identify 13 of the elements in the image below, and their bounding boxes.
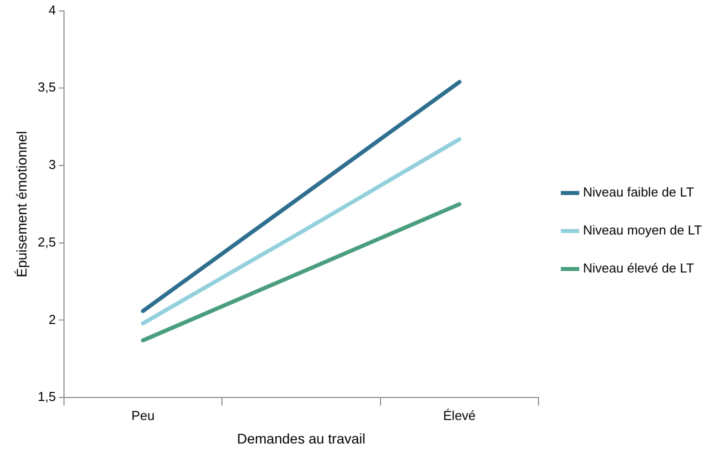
y-tick-label: 2 [48,312,56,327]
y-tick-label: 3,5 [38,80,56,95]
legend-label: Niveau moyen de LT [583,222,702,238]
y-tick-label: 2,5 [38,234,56,250]
y-axis-title: Épuisement émotionnel [13,131,30,278]
x-tick-label: Élevé [443,408,476,423]
x-tick-label: Peu [131,408,155,423]
x-axis-title: Demandes au travail [236,430,366,446]
y-tick-label: 1,5 [38,389,56,404]
legend-label: Niveau élevé de LT [583,260,694,276]
y-tick-label: 4 [48,2,56,18]
y-tick-label: 3 [48,157,56,172]
legend-label: Niveau faible de LT [583,184,694,200]
